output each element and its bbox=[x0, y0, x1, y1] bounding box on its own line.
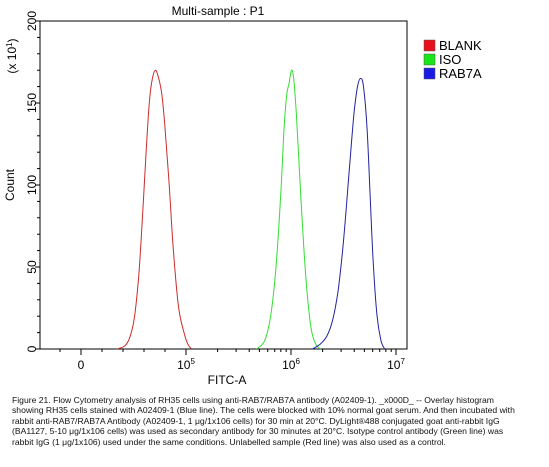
x-tick-label: 106 bbox=[282, 357, 300, 372]
figure-caption: Figure 21. Flow Cytometry analysis of RH… bbox=[12, 395, 515, 447]
x-axis: 0 105 106 107 bbox=[59, 349, 405, 372]
y-multiplier-suffix: ) bbox=[5, 38, 19, 42]
chart-title: Multi-sample : P1 bbox=[172, 4, 265, 18]
x-axis-label: FITC-A bbox=[208, 373, 247, 387]
legend-swatch-iso bbox=[423, 53, 436, 66]
x-tick-label: 105 bbox=[177, 357, 195, 372]
y-axis-multiplier: (x 101) bbox=[5, 38, 19, 73]
y-tick-label: 150 bbox=[25, 93, 39, 113]
y-axis-label: Count bbox=[3, 168, 17, 201]
legend-label-blank: BLANK bbox=[439, 38, 482, 53]
y-tick-label: 0 bbox=[25, 345, 39, 352]
y-axis: 0 50 100 150 200 bbox=[25, 11, 40, 352]
legend-label-rab7a: RAB7A bbox=[439, 66, 482, 81]
legend-swatch-rab7a bbox=[423, 67, 436, 80]
x-tick-label: 107 bbox=[387, 357, 405, 372]
series-lines bbox=[116, 69, 386, 350]
y-tick-label: 100 bbox=[25, 175, 39, 195]
y-tick-label: 200 bbox=[25, 11, 39, 31]
y-multiplier-prefix: (x 10 bbox=[5, 47, 19, 74]
legend-label-iso: ISO bbox=[439, 52, 461, 67]
y-multiplier-exponent: 1 bbox=[5, 42, 14, 47]
x-tick-label: 0 bbox=[78, 358, 85, 372]
series-line-rab7a bbox=[312, 77, 386, 350]
plot-area bbox=[39, 20, 408, 350]
series-line-blank bbox=[116, 69, 193, 350]
series-line-iso bbox=[256, 69, 321, 350]
y-tick-label: 50 bbox=[25, 260, 39, 274]
legend-swatch-blank bbox=[423, 39, 436, 52]
